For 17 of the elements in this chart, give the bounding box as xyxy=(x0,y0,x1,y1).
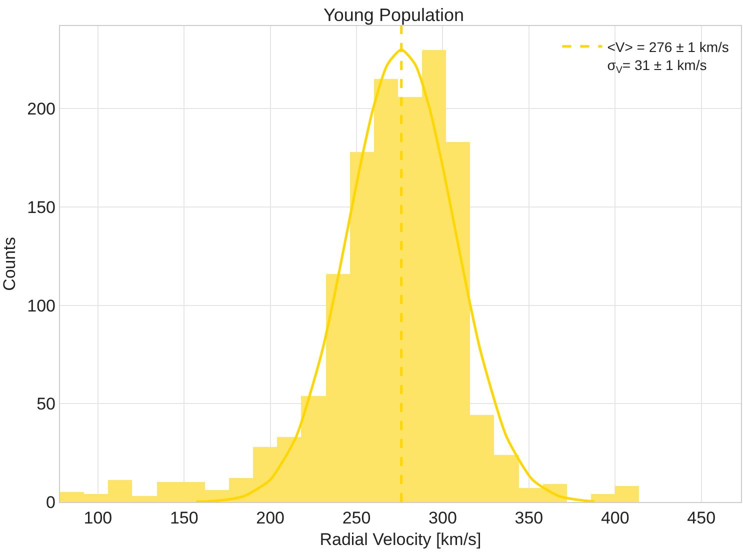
x-axis-title: Radial Velocity [km/s] xyxy=(320,530,482,549)
x-tick-label: 400 xyxy=(600,508,630,528)
legend-label: <V> = 276 ± 1 km/s σ$_{V}$= 31 ± 1 km/s xyxy=(607,38,729,76)
y-tick-label: 50 xyxy=(36,394,56,414)
x-tick-label: 200 xyxy=(256,508,285,528)
x-tick-label: 350 xyxy=(514,508,544,528)
chart-title: Young Population xyxy=(324,4,464,25)
y-tick-label: 200 xyxy=(27,100,56,119)
y-tick-label: 150 xyxy=(27,198,56,217)
x-tick-label: 250 xyxy=(342,508,371,528)
y-tick-label: 0 xyxy=(46,492,56,512)
x-tick-label: 450 xyxy=(687,508,716,528)
x-tick-label: 100 xyxy=(84,508,112,528)
x-tick-label: 300 xyxy=(428,508,457,528)
y-axis-title: Counts xyxy=(0,237,19,291)
y-tick-label: 100 xyxy=(27,296,56,316)
x-tick-label: 150 xyxy=(170,508,198,528)
